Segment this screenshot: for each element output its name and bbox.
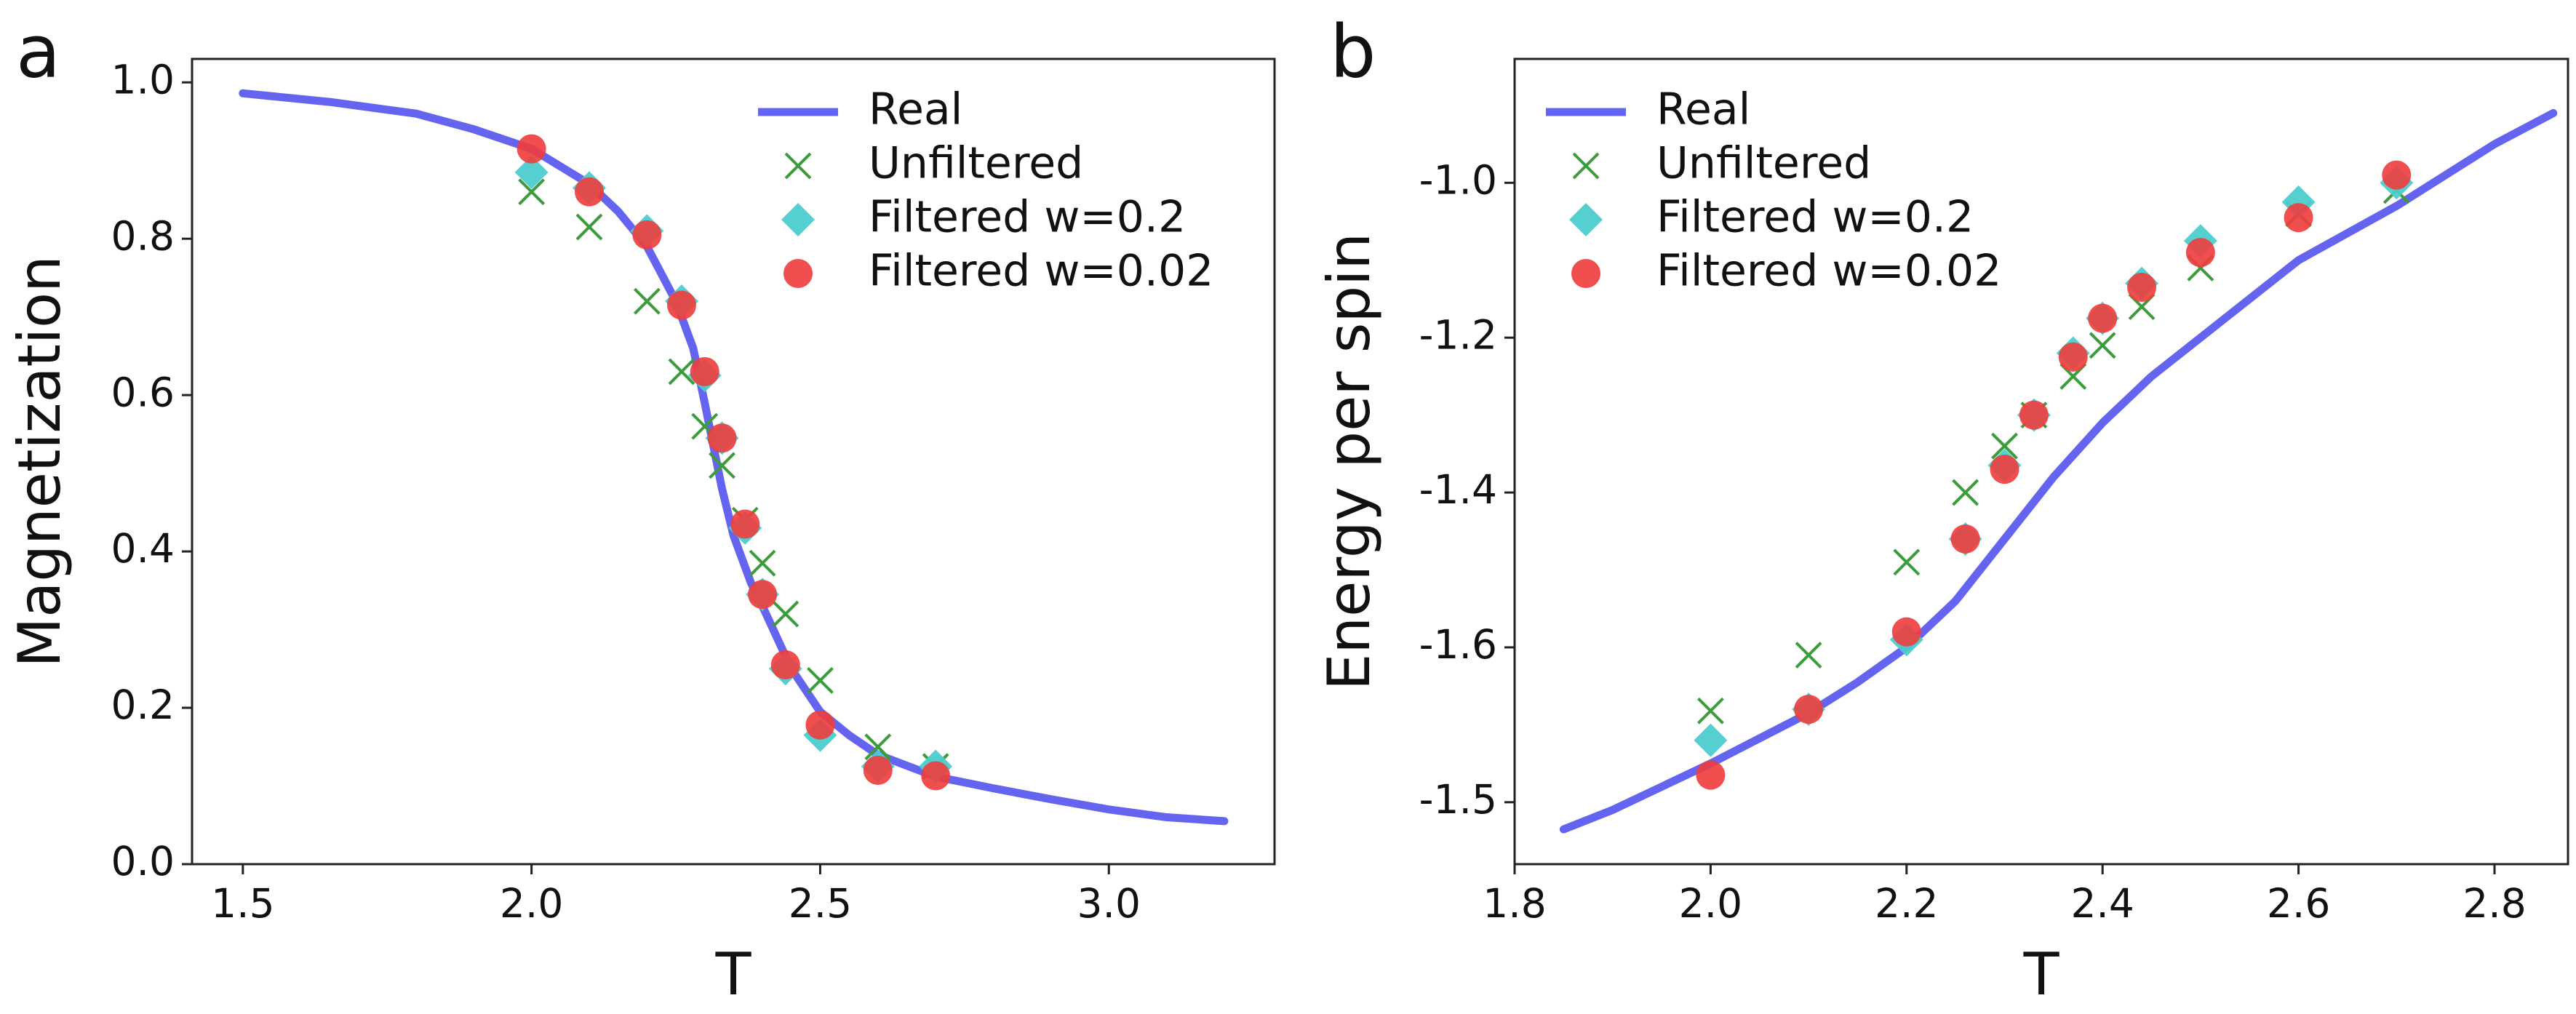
point [574,177,604,207]
x-tick-label: 2.2 [1875,880,1938,927]
point [514,155,549,189]
point [517,134,546,164]
point [690,356,719,386]
x-axis-label: T [715,941,752,1008]
point [1990,455,2019,484]
point [864,733,892,761]
x-tick-label: 1.5 [211,880,274,927]
point [2089,332,2116,359]
point [1794,695,1824,724]
x-axis-label: T [2023,941,2060,1008]
point [709,452,735,479]
x-tick-label: 2.0 [1679,880,1742,927]
point [749,549,776,577]
point [921,761,951,791]
point [805,710,835,740]
x-tick-label: 2.0 [500,880,563,927]
x-tick-label: 2.6 [2267,880,2330,927]
point [730,509,760,539]
legend-marker [784,152,812,180]
point [2284,203,2313,233]
point [772,600,799,628]
x-tick-label: 3.0 [1077,880,1141,927]
legend-label: Filtered w=0.2 [1656,192,1974,243]
y-tick-label: -1.4 [1419,466,1497,513]
x-tick-label: 2.5 [789,880,852,927]
legend-label: Unfiltered [869,138,1083,189]
legend-marker [783,259,813,288]
point [2088,303,2118,333]
real-line [1559,109,2558,834]
point [668,358,695,386]
legend-label: Filtered w=0.02 [869,246,1213,297]
point [2382,160,2412,190]
point [633,287,661,315]
point [2058,342,2088,372]
y-tick-label: -1.2 [1419,311,1497,358]
x-tick-label: 2.8 [2463,880,2526,927]
point [1696,760,1726,790]
point [1696,697,1724,724]
y-tick-label: -1.5 [1419,776,1497,823]
point [863,756,893,786]
point [1891,617,1921,647]
x-tick-label: 1.8 [1483,880,1546,927]
plot-frame [191,57,1276,866]
legend-marker [781,203,815,236]
y-tick-label: -1.0 [1419,156,1497,203]
point [575,213,603,241]
legend-label: Unfiltered [1656,138,1871,189]
point [632,220,662,249]
point [1694,723,1728,757]
panel-label: a [16,9,60,94]
point [748,580,778,610]
point [1950,524,1980,554]
point [2127,273,2157,303]
y-tick-label: 0.8 [111,212,175,259]
y-tick-label: 0.4 [111,525,175,572]
panel-label: b [1330,9,1376,94]
x-tick-label: 2.4 [2070,880,2134,927]
point [1893,548,1921,576]
y-tick-label: 1.0 [111,56,175,103]
y-tick-label: 0.6 [111,369,175,415]
y-axis-label: Magnetization [6,255,73,668]
point [1952,479,1979,506]
point [2019,400,2049,430]
point [707,423,737,453]
y-tick-label: 0.2 [111,682,175,728]
y-axis-label: Energy per spin [1315,233,1383,690]
point [770,650,800,679]
legend-marker [1569,203,1603,236]
legend-label: Filtered w=0.2 [869,192,1186,243]
point [1795,642,1822,669]
y-tick-label: -1.6 [1419,621,1497,668]
legend-label: Real [869,84,962,135]
point [2185,238,2215,268]
point [518,178,546,206]
y-tick-label: 0.0 [111,838,175,885]
point [807,667,834,694]
point [1991,432,2018,460]
point [666,290,696,320]
legend-marker [1572,152,1600,180]
plot-frame [1513,57,2569,866]
legend-label: Real [1656,84,1750,135]
legend-label: Filtered w=0.02 [1656,246,2001,297]
legend-marker [1571,259,1600,288]
